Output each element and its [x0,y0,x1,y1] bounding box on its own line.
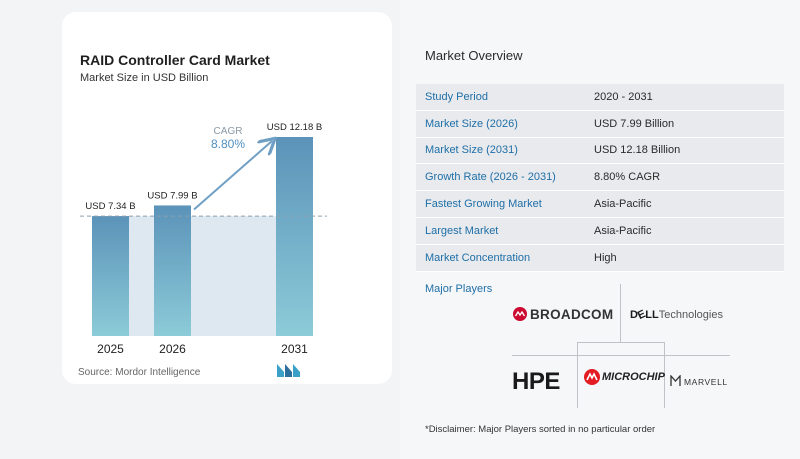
broadcom-logo-icon [513,307,527,321]
divider [577,342,664,343]
bar-2025 [92,216,129,336]
table-row: Growth Rate (2026 - 2031) 8.80% CAGR [416,164,784,192]
row-value: USD 7.99 Billion [594,117,675,130]
row-key: Growth Rate (2026 - 2031) [425,171,556,184]
row-value: 8.80% CAGR [594,171,661,184]
major-players-title: Major Players [425,283,493,295]
row-key: Market Size (2026) [425,117,518,130]
major-players-logos: BROADCOM DELLTechnologies HPE MICROCHIP … [400,282,800,412]
disclaimer: *Disclaimer: Major Players sorted in no … [425,424,656,435]
divider [620,284,621,342]
microchip-logo-icon [584,369,600,385]
microchip-logo: MICROCHIP [602,371,665,383]
overview-table: Study Period 2020 - 2031 Market Size (202… [416,84,784,272]
bar-2026 [154,205,191,336]
x-tick-2025: 2025 [97,342,124,356]
bar-2031 [276,137,313,336]
row-value: Asia-Pacific [594,198,652,211]
dell-ll: LL [645,309,659,321]
table-row: Study Period 2020 - 2031 [416,84,784,111]
hpe-logo: HPE [512,368,560,395]
table-row: Largest Market Asia-Pacific [416,217,784,245]
row-value: High [594,251,617,264]
data-label-2031: USD 12.18 B [267,122,322,133]
overview-title: Market Overview [425,48,523,63]
table-row: Fastest Growing Market Asia-Pacific [416,191,784,218]
row-key: Study Period [425,90,488,103]
x-tick-2026: 2026 [159,342,186,356]
row-key: Market Concentration [425,251,531,264]
marvell-logo: MARVELL [684,377,728,387]
row-value: 2020 - 2031 [594,90,653,103]
dell-technologies-logo: DELLTechnologies [630,308,723,322]
dell-d: D [630,309,638,321]
chart-subtitle: Market Size in USD Billion [80,72,209,84]
divider [577,342,578,408]
row-value: USD 12.18 Billion [594,144,681,157]
row-key: Fastest Growing Market [425,198,542,211]
marvell-logo-icon [670,375,681,386]
table-row: Market Concentration High [416,244,784,272]
table-row: Market Size (2026) USD 7.99 Billion [416,110,784,138]
source-note: Source: Mordor Intelligence [78,367,201,378]
dell-technologies-text: Technologies [658,309,723,321]
cagr-value: 8.80% [211,137,245,151]
broadcom-logo: BROADCOM [530,307,614,322]
row-value: Asia-Pacific [594,224,652,237]
divider [664,342,665,408]
divider [512,355,730,356]
x-tick-2031: 2031 [281,342,308,356]
data-label-2025: USD 7.34 B [85,201,135,212]
mordor-intelligence-logo-icon [277,364,300,377]
bar-chart: USD 7.34 B 2025 USD 7.99 B 2026 USD 12.18 B 2… [80,122,327,356]
cagr-arrow [193,141,272,211]
cagr-label: CAGR [214,126,243,137]
row-key: Market Size (2031) [425,144,518,157]
row-key: Largest Market [425,224,499,237]
data-label-2026: USD 7.99 B [147,190,197,201]
table-row: Market Size (2031) USD 12.18 Billion [416,137,784,165]
chart-title: RAID Controller Card Market [80,52,270,68]
